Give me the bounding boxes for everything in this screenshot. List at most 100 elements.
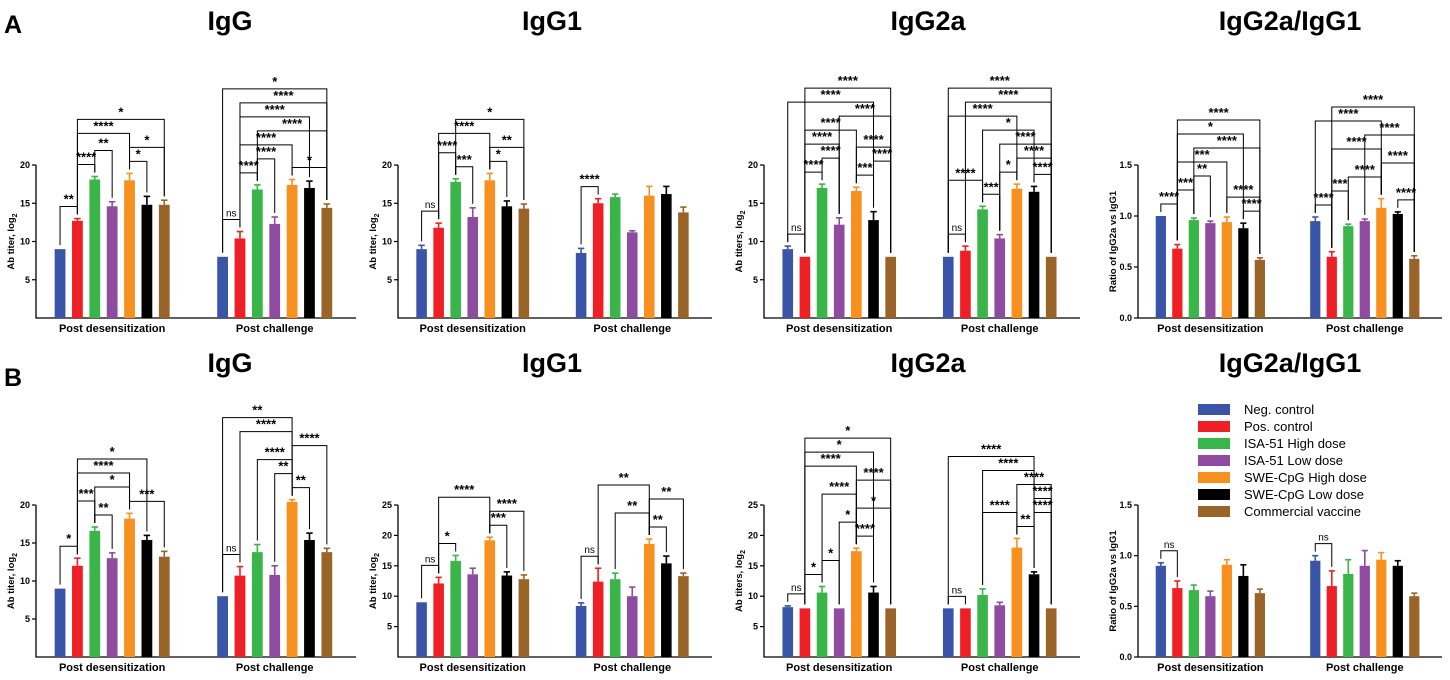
bar-swe-cpg-low-dose (661, 563, 672, 657)
y-axis-label-subscript: 2 (740, 550, 747, 554)
y-axis-label: Ab titer, log2 (6, 213, 19, 269)
bar-isa-51-high-dose (450, 560, 461, 657)
significance-label: * (110, 444, 116, 459)
significance-label: *** (79, 486, 95, 501)
legend-swatch (1198, 472, 1230, 483)
chart-7: IgG2a 5 10 15 20 25 Ab titers, log2 Post desens… (734, 348, 1080, 674)
legend: Neg. control Pos. control ISA-51 High dose… (1198, 402, 1367, 519)
significance-label: **** (1363, 92, 1384, 107)
bar-pos-control (433, 227, 444, 318)
bar-swe-cpg-high-dose (644, 543, 655, 657)
y-axis-label-text: Ab titers, log (734, 214, 745, 272)
y-axis-label-text: Ab titer, log (368, 217, 379, 269)
y-tick-label: 0.0 (1119, 313, 1132, 323)
chart-5: IgG 5 10 15 20 Ab titer, log2 Post desensitiza… (6, 348, 356, 674)
significance-label: **** (812, 129, 833, 144)
y-tick-label: 0.5 (1119, 601, 1132, 611)
significance-label: **** (580, 172, 601, 187)
significance-bracket (1160, 550, 1178, 577)
bar-isa-51-low-dose (269, 574, 281, 657)
y-tick-label: 20 (382, 160, 392, 170)
axes (35, 165, 356, 319)
significance-label: **** (855, 101, 876, 116)
significance-bracket (76, 458, 148, 555)
bar-isa-51-high-dose (1343, 573, 1354, 657)
significance-label: ns (425, 554, 436, 565)
bar-pos-control (960, 608, 971, 657)
y-tick-label: 1.0 (1119, 211, 1132, 221)
bar-pos-control (592, 203, 604, 318)
bar-swe-cpg-high-dose (1221, 222, 1232, 318)
bar-neg-control (1310, 221, 1321, 318)
significance-bracket (947, 595, 966, 605)
significance-label: *** (491, 510, 507, 525)
bar-commercial-vaccine (518, 579, 530, 657)
bar-swe-cpg-low-dose (868, 220, 879, 318)
y-tick-label: 10 (748, 591, 758, 601)
bar-isa-51-high-dose (89, 179, 101, 318)
chart-title: IgG2a/IgG1 (1219, 6, 1362, 36)
significance-label: ns (952, 223, 963, 234)
bar-swe-cpg-low-dose (141, 204, 153, 318)
significance-label: **** (1313, 190, 1334, 205)
y-tick-label: 10 (20, 237, 30, 247)
bar-swe-cpg-high-dose (851, 551, 862, 657)
legend-swatch (1198, 438, 1230, 449)
significance-bracket (455, 118, 525, 201)
bar-isa-51-low-dose (1359, 565, 1370, 657)
y-tick-label: 10 (382, 237, 392, 247)
y-axis-label-subscript: 2 (12, 213, 19, 217)
legend-label: SWE-CpG High dose (1244, 470, 1367, 485)
significance-label: *** (457, 152, 473, 167)
significance-label: **** (93, 458, 114, 473)
significance-label: **** (990, 73, 1011, 88)
bar-neg-control (416, 602, 427, 657)
significance-label: **** (1032, 497, 1053, 512)
significance-label: *** (857, 160, 873, 175)
legend-swatch (1198, 404, 1230, 415)
significance-label: **** (256, 130, 277, 145)
y-tick-label: 10 (748, 237, 758, 247)
significance-label: ** (502, 132, 513, 147)
axes (763, 505, 1080, 658)
y-axis-label: Ab titer, log2 (6, 553, 19, 609)
x-category-label: Post desensitization (786, 662, 893, 674)
bar-isa-51-high-dose (977, 594, 988, 657)
axes (397, 505, 712, 658)
bar-swe-cpg-high-dose (1376, 207, 1387, 318)
chart-title: IgG1 (522, 6, 582, 36)
bar-commercial-vaccine (678, 212, 689, 318)
significance-label: **** (454, 118, 475, 133)
legend-swatch (1198, 455, 1230, 466)
significance-label: * (487, 104, 493, 119)
bar-neg-control (217, 256, 228, 318)
x-category-label: Post desensitization (420, 323, 527, 335)
significance-label: * (66, 531, 72, 546)
legend-swatch (1198, 421, 1230, 432)
significance-label: * (837, 437, 843, 452)
significance-label: **** (1159, 189, 1180, 204)
y-axis-label: Ratio of IgG2a vs IgG1 (1108, 190, 1119, 292)
bar-swe-cpg-low-dose (1392, 565, 1403, 657)
axes (397, 165, 712, 319)
axes (763, 165, 1080, 319)
bar-isa-51-low-dose (1205, 223, 1216, 318)
bar-swe-cpg-low-dose (304, 187, 315, 318)
bar-swe-cpg-low-dose (304, 539, 315, 657)
y-tick-label: 5 (25, 614, 30, 624)
y-tick-label: 0.5 (1119, 262, 1132, 272)
legend-label: SWE-CpG Low dose (1244, 487, 1364, 502)
significance-label: **** (990, 497, 1011, 512)
significance-label: ns (952, 585, 963, 596)
axes (35, 505, 356, 658)
significance-bracket (947, 455, 1035, 605)
y-tick-label: 5 (387, 275, 392, 285)
y-axis-label-subscript: 2 (740, 210, 747, 214)
x-category-label: Post desensitization (59, 323, 166, 335)
bar-swe-cpg-low-dose (501, 575, 513, 657)
significance-label: * (1208, 119, 1214, 134)
significance-bracket (580, 186, 599, 245)
bar-swe-cpg-low-dose (1028, 191, 1040, 318)
x-category-label: Post desensitization (1157, 323, 1264, 335)
bar-swe-cpg-high-dose (124, 180, 135, 318)
